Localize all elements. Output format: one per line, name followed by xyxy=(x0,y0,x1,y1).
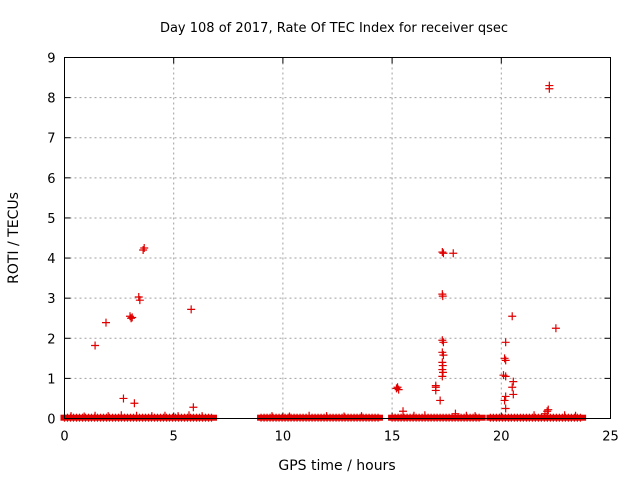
data-point xyxy=(436,396,445,405)
data-point xyxy=(187,305,196,314)
data-point xyxy=(449,249,458,258)
data-point xyxy=(501,356,510,365)
y-tick-label: 6 xyxy=(47,172,55,187)
data-point xyxy=(551,324,560,333)
data-point xyxy=(285,412,294,421)
data-point xyxy=(451,409,460,418)
data-point xyxy=(439,338,448,347)
data-point xyxy=(560,411,569,420)
data-point xyxy=(117,411,126,420)
y-tick-label: 5 xyxy=(47,212,55,227)
data-point xyxy=(509,377,518,386)
data-point xyxy=(184,411,193,420)
x-tick-labels: 0 5 10 15 20 25 xyxy=(60,430,618,445)
y-tick-label: 1 xyxy=(47,372,55,387)
y-tick-labels: 0 1 2 3 4 5 6 7 8 9 xyxy=(47,52,55,428)
data-point xyxy=(140,244,149,253)
baseline-band xyxy=(60,414,218,421)
data-point xyxy=(438,248,447,257)
data-point xyxy=(139,246,148,255)
data-point xyxy=(543,407,552,416)
data-point xyxy=(544,405,553,414)
data-point xyxy=(500,396,509,405)
data-point xyxy=(530,411,539,420)
data-point xyxy=(128,313,137,322)
data-point xyxy=(392,384,401,393)
x-tick-label: 25 xyxy=(602,430,619,445)
data-point xyxy=(130,399,139,408)
data-point xyxy=(91,341,100,350)
data-point xyxy=(439,249,448,258)
x-tick-label: 0 xyxy=(60,430,68,445)
x-tick-label: 10 xyxy=(275,430,292,445)
data-point xyxy=(135,296,144,305)
data-point xyxy=(438,292,447,301)
data-point xyxy=(508,312,517,321)
data-point xyxy=(431,386,440,395)
data-point xyxy=(399,407,408,416)
data-point xyxy=(126,312,135,321)
data-point xyxy=(438,336,447,345)
y-tick-label: 7 xyxy=(47,132,55,147)
data-points xyxy=(60,81,587,422)
axis-ticks xyxy=(64,57,611,419)
y-tick-label: 8 xyxy=(47,92,55,107)
data-point xyxy=(420,411,429,420)
data-point xyxy=(394,385,403,394)
x-tick-label: 5 xyxy=(170,430,178,445)
chart-title: Day 108 of 2017, Rate Of TEC Index for r… xyxy=(160,21,508,36)
data-point xyxy=(501,338,510,347)
data-point xyxy=(101,318,110,327)
y-tick-label: 9 xyxy=(47,52,55,67)
x-tick-label: 15 xyxy=(384,430,401,445)
plot-frame xyxy=(64,57,611,419)
data-point xyxy=(501,404,510,413)
data-point xyxy=(119,394,128,403)
grid-lines xyxy=(64,57,611,419)
y-axis-label: ROTI / TECUs xyxy=(6,192,22,284)
baseline-band xyxy=(257,414,383,421)
x-axis-label: GPS time / hours xyxy=(278,458,395,474)
data-point xyxy=(501,372,510,381)
data-point xyxy=(340,412,349,421)
baseline-band xyxy=(486,414,587,421)
data-point xyxy=(508,383,517,392)
data-point xyxy=(438,372,447,381)
data-point xyxy=(80,412,89,421)
data-point xyxy=(127,314,136,323)
data-point xyxy=(509,390,518,399)
data-point xyxy=(189,403,198,412)
data-point xyxy=(438,368,447,377)
data-point xyxy=(500,354,509,363)
y-tick-label: 0 xyxy=(47,413,55,428)
y-tick-label: 3 xyxy=(47,292,55,307)
y-tick-label: 2 xyxy=(47,332,55,347)
data-point xyxy=(439,351,448,360)
x-tick-label: 20 xyxy=(493,430,510,445)
data-point xyxy=(545,84,554,93)
y-tick-label: 4 xyxy=(47,252,55,267)
data-point xyxy=(501,392,510,401)
